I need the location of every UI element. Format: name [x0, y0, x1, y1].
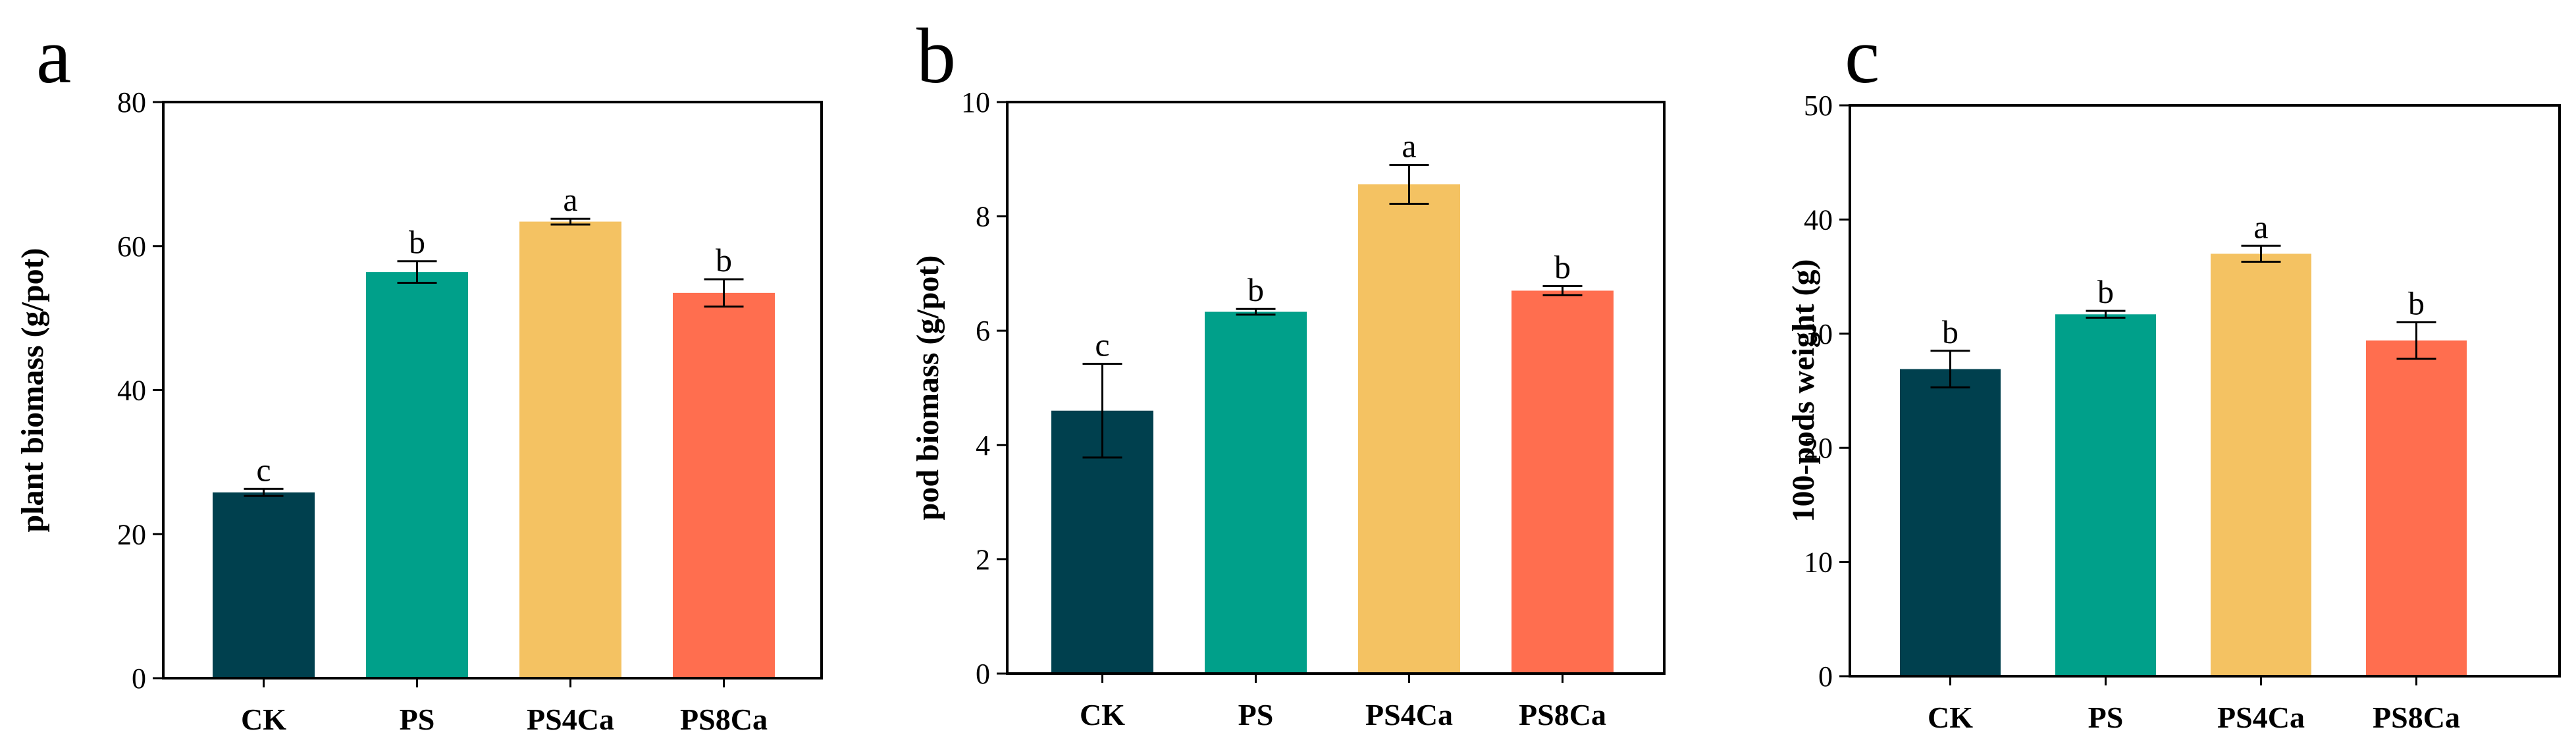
error-bar-ps8ca	[2396, 321, 2436, 360]
y-tick-label: 0	[976, 658, 990, 690]
error-bar-ps4ca	[1389, 163, 1429, 205]
significance-label-ck: c	[256, 451, 271, 488]
category-label-ps4ca: PS4Ca	[527, 703, 614, 736]
category-label-ps4ca: PS4Ca	[1365, 698, 1453, 732]
significance-label-ps: b	[409, 224, 425, 261]
y-tick-label: 2	[976, 543, 990, 575]
y-tick-label: 0	[132, 662, 146, 695]
y-axis-title: pod biomass (g/pot)	[910, 255, 945, 521]
significance-label-ps4ca: a	[1402, 127, 1416, 164]
significance-label-ck: b	[1942, 313, 1958, 350]
error-bar-ps8ca	[1542, 284, 1583, 296]
error-bar-ps	[2086, 309, 2126, 319]
error-bar-ck	[1082, 363, 1122, 459]
error-bar-ps	[1236, 307, 1276, 316]
y-tick-label: 8	[976, 201, 990, 233]
error-bar-ps4ca	[550, 217, 591, 226]
category-label-ps: PS	[1238, 698, 1274, 732]
significance-label-ps4ca: a	[2253, 208, 2268, 245]
bar-ps4ca	[519, 221, 621, 678]
y-tick-label: 10	[1804, 546, 1833, 579]
y-tick-label: 4	[976, 429, 990, 462]
error-bar-ck	[1930, 350, 1970, 388]
panel-letter: b	[916, 12, 956, 99]
bar-ps	[366, 272, 468, 678]
significance-label-ps8ca: b	[1554, 248, 1571, 285]
y-axis-title: plant biomass (g/pot)	[15, 248, 50, 532]
error-bar-ps	[397, 260, 437, 284]
panel-letter: c	[1845, 12, 1879, 99]
category-label-ps8ca: PS8Ca	[680, 703, 768, 736]
y-tick-label: 40	[1804, 203, 1833, 236]
category-label-ck: CK	[241, 703, 286, 736]
category-label-ck: CK	[1080, 698, 1125, 732]
significance-label-ps8ca: b	[716, 242, 732, 279]
significance-label-ck: c	[1095, 327, 1109, 363]
significance-label-ps8ca: b	[2408, 284, 2425, 321]
chart-panel-c: c b CK b PS a PS4Ca b PS8Ca 0 10 20 30 40 50 100-pods w…	[1786, 12, 2561, 734]
y-tick-label: 50	[1804, 90, 1833, 122]
y-tick-label: 10	[961, 86, 990, 119]
bar-ps	[1205, 311, 1307, 674]
y-tick-label: 60	[117, 230, 146, 263]
error-bar-ps8ca	[704, 278, 744, 308]
chart-panel-a: a c CK b PS a PS4Ca b PS8Ca 0 20 40 60 80 plant biomas…	[15, 12, 823, 736]
category-label-ps4ca: PS4Ca	[2217, 701, 2305, 734]
y-tick-label: 0	[1818, 660, 1833, 693]
y-tick-label: 6	[976, 315, 990, 347]
bar-ps4ca	[1358, 184, 1460, 674]
bar-ps4ca	[2211, 253, 2311, 676]
axes-frame	[1849, 104, 2561, 678]
y-axis-title: 100-pods weight (g)	[1786, 259, 1821, 522]
category-label-ps8ca: PS8Ca	[1519, 698, 1606, 732]
category-label-ps8ca: PS8Ca	[2373, 701, 2460, 734]
bar-ps	[2055, 314, 2156, 676]
y-tick-label: 20	[1804, 432, 1833, 464]
error-bar-ck	[244, 487, 284, 497]
y-tick-label: 80	[117, 86, 146, 119]
bar-ck	[213, 492, 315, 678]
significance-label-ps: b	[2097, 273, 2114, 310]
chart-panel-b: b c CK b PS a PS4Ca b PS8Ca 0 2 4 6 8 10 pod biomass (g…	[910, 12, 1666, 732]
bar-ps8ca	[2366, 340, 2467, 676]
category-label-ps: PS	[2088, 701, 2124, 734]
y-tick-label: 40	[117, 375, 146, 407]
bar-ps8ca	[673, 292, 775, 678]
panel-letter: a	[36, 12, 71, 99]
category-label-ck: CK	[1928, 701, 1973, 734]
y-tick-label: 30	[1804, 318, 1833, 350]
significance-label-ps: b	[1248, 271, 1264, 308]
axes-frame	[1006, 101, 1666, 675]
error-bar-ps4ca	[2241, 244, 2281, 263]
bar-ck	[1900, 369, 2001, 676]
category-label-ps: PS	[400, 703, 435, 736]
significance-label-ps4ca: a	[563, 181, 577, 218]
y-tick-label: 20	[117, 518, 146, 550]
bar-ps8ca	[1511, 290, 1614, 674]
